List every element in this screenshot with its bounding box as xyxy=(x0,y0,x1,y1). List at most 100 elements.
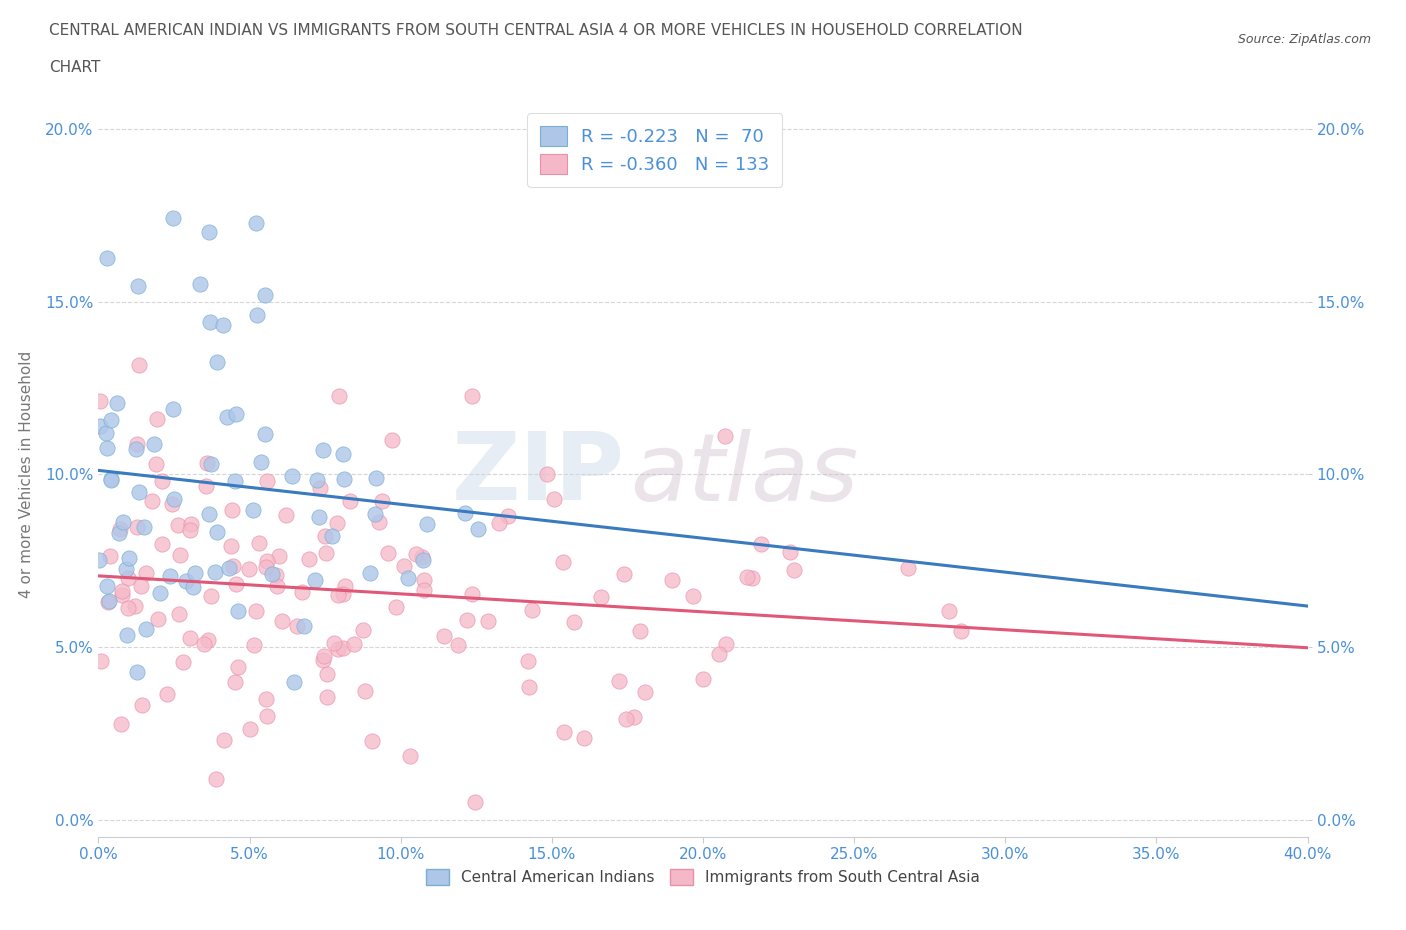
Point xyxy=(197,632,219,647)
Point xyxy=(200,589,222,604)
Point xyxy=(221,503,243,518)
Point xyxy=(174,574,197,589)
Point xyxy=(198,224,221,239)
Point xyxy=(897,560,920,575)
Point xyxy=(253,287,276,302)
Point xyxy=(264,568,287,583)
Point xyxy=(96,250,118,265)
Point xyxy=(166,517,188,532)
Text: CENTRAL AMERICAN INDIAN VS IMMIGRANTS FROM SOUTH CENTRAL ASIA 4 OR MORE VEHICLES: CENTRAL AMERICAN INDIAN VS IMMIGRANTS FR… xyxy=(49,23,1022,38)
Point xyxy=(98,548,121,563)
Point xyxy=(266,578,288,593)
Point xyxy=(96,441,118,456)
Point xyxy=(105,396,128,411)
Point xyxy=(135,622,157,637)
Point xyxy=(517,654,540,669)
Point xyxy=(262,566,284,581)
Point xyxy=(128,358,150,373)
Point xyxy=(553,724,575,739)
Point xyxy=(94,426,117,441)
Point xyxy=(316,690,339,705)
Point xyxy=(359,565,381,580)
Point xyxy=(224,674,246,689)
Point xyxy=(184,565,207,580)
Point xyxy=(238,562,260,577)
Point xyxy=(129,578,152,593)
Point xyxy=(205,525,228,539)
Text: ZIP: ZIP xyxy=(451,429,624,520)
Point xyxy=(315,667,337,682)
Point xyxy=(254,692,277,707)
Point xyxy=(496,509,519,524)
Point xyxy=(332,446,354,461)
Point xyxy=(90,654,112,669)
Point xyxy=(125,436,148,451)
Point xyxy=(134,520,156,535)
Text: Source: ZipAtlas.com: Source: ZipAtlas.com xyxy=(1237,33,1371,46)
Point xyxy=(405,547,427,562)
Point xyxy=(125,441,148,456)
Point xyxy=(461,389,484,404)
Point xyxy=(198,507,221,522)
Point xyxy=(322,636,344,651)
Point xyxy=(212,732,235,747)
Point xyxy=(328,389,350,404)
Point xyxy=(215,409,238,424)
Point xyxy=(226,660,249,675)
Point xyxy=(308,481,330,496)
Point xyxy=(381,432,404,447)
Point xyxy=(222,559,245,574)
Point xyxy=(108,521,131,536)
Point xyxy=(100,412,122,427)
Point xyxy=(298,551,321,566)
Point xyxy=(111,584,134,599)
Point xyxy=(416,517,439,532)
Point xyxy=(280,469,302,484)
Point xyxy=(162,210,184,225)
Point xyxy=(118,551,141,565)
Point xyxy=(172,654,194,669)
Point xyxy=(198,315,221,330)
Point xyxy=(193,637,215,652)
Point xyxy=(613,566,636,581)
Point xyxy=(517,679,540,694)
Point xyxy=(396,571,419,586)
Point xyxy=(285,618,308,633)
Point xyxy=(112,515,135,530)
Point xyxy=(225,406,247,421)
Point xyxy=(253,427,276,442)
Point xyxy=(628,623,651,638)
Legend: Central American Indians, Immigrants from South Central Asia: Central American Indians, Immigrants fro… xyxy=(420,863,986,891)
Point xyxy=(100,472,122,486)
Point xyxy=(413,573,436,588)
Point xyxy=(242,502,264,517)
Point xyxy=(163,491,186,506)
Point xyxy=(89,418,111,433)
Point xyxy=(321,528,343,543)
Point xyxy=(312,649,335,664)
Point xyxy=(256,553,278,568)
Point xyxy=(110,588,132,603)
Point xyxy=(131,698,153,712)
Point xyxy=(271,614,294,629)
Point xyxy=(398,749,420,764)
Point xyxy=(204,565,226,579)
Point xyxy=(124,599,146,614)
Point xyxy=(218,561,240,576)
Point xyxy=(333,578,356,593)
Point xyxy=(589,590,612,604)
Point xyxy=(179,631,201,646)
Point xyxy=(245,216,267,231)
Point xyxy=(114,562,136,577)
Point xyxy=(735,569,758,584)
Point xyxy=(467,522,489,537)
Point xyxy=(247,536,270,551)
Point xyxy=(447,638,470,653)
Point xyxy=(225,577,247,591)
Point xyxy=(411,550,433,565)
Point xyxy=(661,573,683,588)
Point xyxy=(562,615,585,630)
Point xyxy=(328,588,350,603)
Point xyxy=(89,552,111,567)
Point xyxy=(352,623,374,638)
